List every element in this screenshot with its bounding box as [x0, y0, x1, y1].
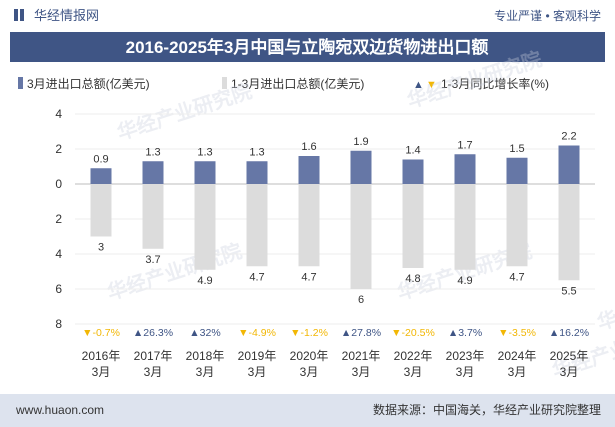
brand-tagline: 专业严谨 • 客观科学 [494, 8, 601, 23]
chart-title: 2016-2025年3月中国与立陶宛双边货物进出口额 [126, 37, 489, 57]
brand-name: 华经情报网 [34, 8, 99, 23]
footer-source: 数据来源：中国海关，华经产业研究院整理 [373, 402, 601, 417]
legend-swatch-cumulative [222, 77, 227, 89]
data-label-monthly: 1.3 [145, 146, 160, 158]
bar-monthly [350, 150, 372, 184]
x-tick-label-month: 3月 [404, 365, 423, 379]
x-tick-label-month: 3月 [560, 365, 579, 379]
legend-swatch-monthly [18, 77, 23, 89]
y-tick-label: 8 [55, 317, 62, 331]
growth-rate-label: ▲26.3% [133, 327, 173, 339]
x-tick-label-year: 2022年 [394, 349, 433, 363]
bar-monthly [246, 161, 268, 184]
bar-monthly [194, 161, 216, 184]
x-tick-label-month: 3月 [508, 365, 527, 379]
x-tick-label-month: 3月 [300, 365, 319, 379]
x-tick-label-month: 3月 [456, 365, 475, 379]
x-tick-label-month: 3月 [248, 365, 267, 379]
x-tick-label-year: 2020年 [290, 349, 329, 363]
legend: 3月进出口总额(亿美元) 1-3月进出口总额(亿美元) ▲ ▼ 1-3月同比增长… [18, 76, 549, 91]
x-tick-label-year: 2016年 [82, 349, 121, 363]
bar-monthly [142, 161, 164, 184]
bar-cumulative [90, 184, 112, 237]
data-label-monthly: 1.5 [509, 143, 524, 155]
y-tick-label: 0 [55, 177, 62, 191]
x-tick-label-year: 2023年 [446, 349, 485, 363]
bar-cumulative [142, 184, 164, 249]
growth-rate-label: ▲27.8% [341, 327, 381, 339]
data-label-cumulative: 6 [358, 294, 364, 306]
data-label-cumulative: 3.7 [145, 254, 160, 266]
bar-cumulative [350, 184, 372, 289]
growth-rate-label: ▼-3.5% [498, 327, 536, 339]
data-label-cumulative: 4.9 [457, 275, 472, 287]
y-tick-label: 4 [55, 107, 62, 121]
bar-cumulative [298, 184, 320, 267]
growth-rate-label: ▲16.2% [549, 327, 589, 339]
bar-monthly [402, 159, 424, 184]
data-label-monthly: 2.2 [561, 131, 576, 143]
legend-label-cumulative: 1-3月进出口总额(亿美元) [231, 76, 364, 91]
data-label-cumulative: 5.5 [561, 285, 576, 297]
data-label-cumulative: 3 [98, 242, 104, 254]
bar-monthly [90, 168, 112, 184]
bar-cumulative [246, 184, 268, 267]
x-tick-label-year: 2019年 [238, 349, 277, 363]
y-tick-label: 2 [55, 142, 62, 156]
data-label-cumulative: 4.7 [249, 271, 264, 283]
footer-url: www.huaon.com [15, 403, 104, 417]
bar-monthly [454, 154, 476, 184]
growth-rate-label: ▼-20.5% [391, 327, 435, 339]
y-tick-label: 2 [55, 212, 62, 226]
bar-monthly [298, 156, 320, 184]
growth-rate-label: ▼-0.7% [82, 327, 120, 339]
data-label-cumulative: 4.9 [197, 275, 212, 287]
footer-bar [0, 394, 615, 427]
y-tick-label: 6 [55, 282, 62, 296]
growth-rate-label: ▼-4.9% [238, 327, 276, 339]
data-label-monthly: 1.4 [405, 145, 420, 157]
x-tick-label-month: 3月 [352, 365, 371, 379]
x-tick-label-month: 3月 [196, 365, 215, 379]
bar-cumulative [506, 184, 528, 267]
growth-rate-label: ▲3.7% [448, 327, 482, 339]
data-label-cumulative: 4.8 [405, 273, 420, 285]
x-tick-label-year: 2021年 [342, 349, 381, 363]
legend-label-growth: 1-3月同比增长率(%) [441, 76, 549, 91]
watermark-text-2: 华经产业研究院 [104, 239, 245, 305]
bar-cumulative [194, 184, 216, 270]
bar-monthly [558, 145, 580, 184]
data-label-cumulative: 4.7 [301, 271, 316, 283]
growth-rate-label: ▼-1.2% [290, 327, 328, 339]
growth-rate-label: ▲32% [189, 327, 220, 339]
data-label-monthly: 0.9 [93, 153, 108, 165]
legend-label-monthly: 3月进出口总额(亿美元) [27, 76, 150, 91]
watermark-text-4: 华经产业研究院 [594, 269, 615, 335]
x-tick-label-year: 2024年 [498, 349, 537, 363]
legend-up-triangle-icon: ▲ [413, 79, 424, 91]
bar-monthly [506, 157, 528, 184]
data-label-monthly: 1.7 [457, 139, 472, 151]
title-bar [10, 32, 605, 62]
x-tick-label-year: 2017年 [134, 349, 173, 363]
x-tick-label-year: 2025年 [550, 349, 589, 363]
y-tick-label: 4 [55, 247, 62, 261]
bar-cumulative [454, 184, 476, 270]
bar-cumulative [402, 184, 424, 268]
x-tick-label-year: 2018年 [186, 349, 225, 363]
plot-area: 4 2 0 2 4 6 8 3 0.9 ▼-0.7% 2016年 3月 3.7 1.3 ▲26.3% 2017… [55, 107, 595, 379]
data-label-monthly: 1.6 [301, 141, 316, 153]
data-label-monthly: 1.3 [197, 146, 212, 158]
data-label-monthly: 1.9 [353, 136, 368, 148]
data-label-cumulative: 4.7 [509, 271, 524, 283]
bar-cumulative [558, 184, 580, 281]
x-tick-label-month: 3月 [144, 365, 163, 379]
x-tick-label-month: 3月 [92, 365, 111, 379]
legend-down-triangle-icon: ▼ [426, 79, 437, 91]
brand-logo-icon [14, 9, 24, 21]
data-label-monthly: 1.3 [249, 146, 264, 158]
